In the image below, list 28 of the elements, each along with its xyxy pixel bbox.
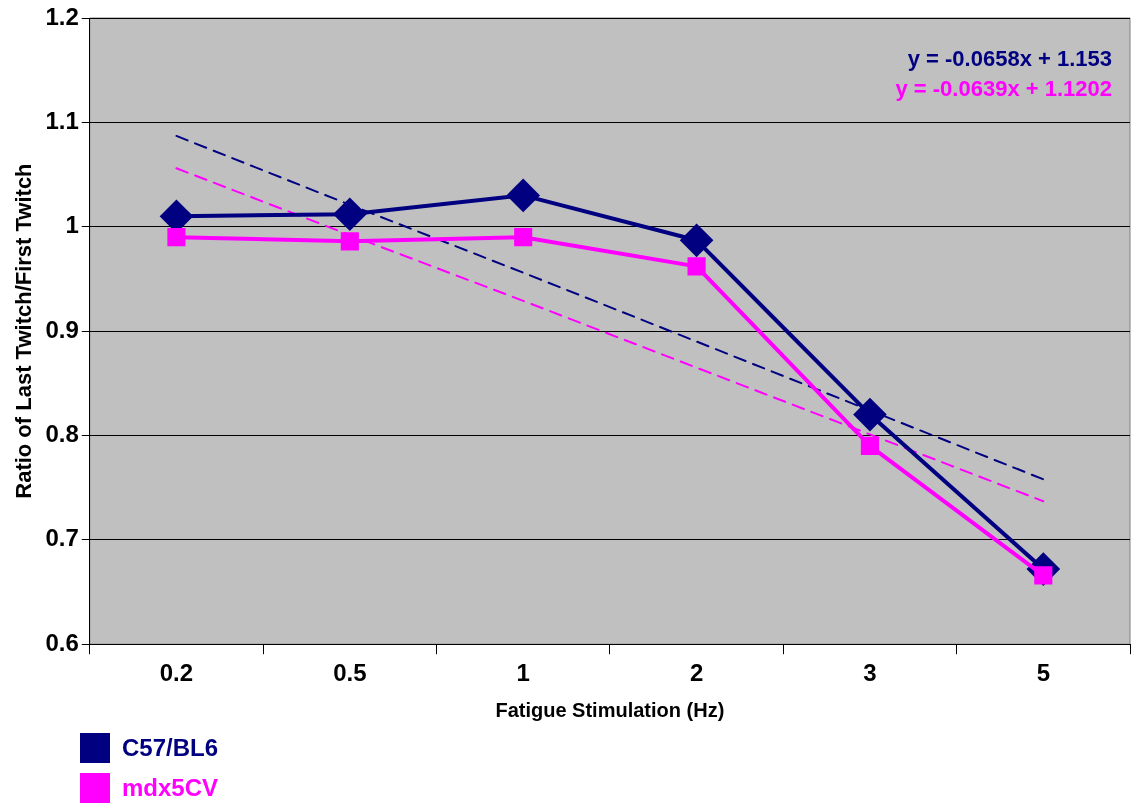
point [507,179,540,212]
legend-label: C57/BL6 [122,734,219,762]
x-tick-label: 1 [516,659,530,687]
point [853,398,886,431]
x-tick-label: 5 [1036,659,1050,687]
x-tick-label: 3 [863,659,877,687]
point [333,198,366,231]
y-tick-label: 0.7 [45,524,79,552]
point [687,257,706,276]
x-tick-label: 0.2 [159,659,194,687]
x-tick-label: 2 [689,659,704,687]
annotation: y = -0.0639x + 1.1202 [895,76,1112,102]
y-axis-title: Ratio of Last Twitch/First Twitch [11,163,37,499]
point [860,436,880,455]
y-tick-label: 0.8 [45,420,79,448]
legend-label: mdx5CV [122,774,219,802]
annotation: y = -0.0658x + 1.153 [907,46,1112,72]
point [514,228,533,247]
y-tick-label: 1.1 [45,106,79,134]
point [167,228,186,247]
y-tick-label: 1.2 [45,2,79,30]
y-tick-label: 0.6 [45,628,79,656]
point [680,224,713,257]
point [340,232,359,251]
y-tick-label: 0.9 [45,315,79,343]
x-axis-title: Fatigue Stimulation (Hz) [495,698,725,721]
y-tick-label: 1 [65,211,79,239]
x-tick-label: 0.5 [333,659,367,687]
